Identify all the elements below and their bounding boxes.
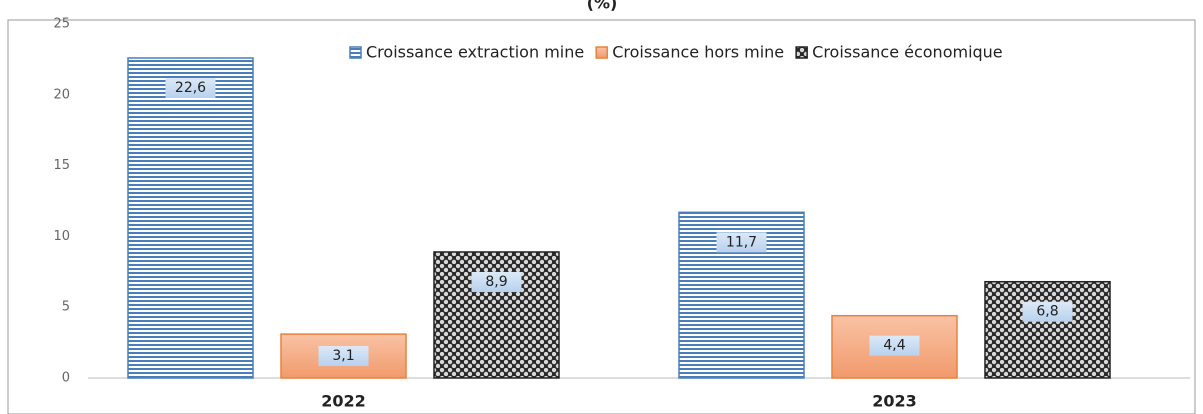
x-tick-label: 2022 [321,392,366,411]
value-label-box [716,232,767,253]
bar [127,57,254,379]
value-label: 11,7 [726,234,757,250]
legend-swatch [595,46,608,59]
value-label-box [165,77,216,98]
legend-swatch [349,46,362,59]
value-label: 6,8 [1036,304,1058,320]
value-label: 22,6 [175,80,206,96]
value-label-box [1022,301,1073,322]
y-tick-label: 5 [62,300,70,315]
bar [433,251,560,379]
value-label-box [471,271,522,292]
value-label: 4,4 [883,338,905,354]
legend-label: Croissance extraction mine [366,43,584,62]
legend-label: Croissance hors mine [612,43,784,62]
y-tick-label: 20 [53,87,70,102]
chart-title: (%) [587,0,618,13]
legend-swatch [795,46,808,59]
value-label-box [869,335,920,356]
legend-label: Croissance économique [812,43,1003,62]
y-tick-label: 25 [53,17,70,32]
value-label: 8,9 [485,274,507,290]
bar [984,280,1111,379]
x-tick-label: 2023 [872,392,917,411]
value-label-box [318,346,369,367]
y-tick-label: 10 [53,229,70,244]
y-tick-label: 0 [62,371,70,386]
value-label: 3,1 [332,348,354,364]
y-tick-label: 15 [53,158,70,173]
